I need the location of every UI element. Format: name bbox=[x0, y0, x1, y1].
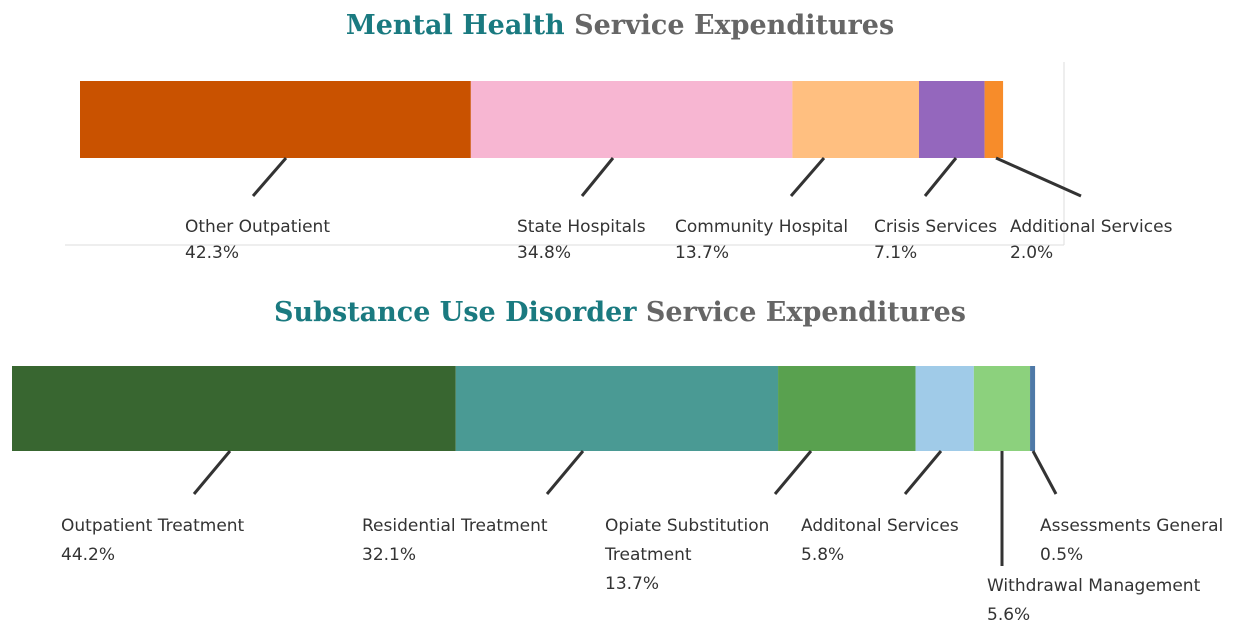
leader-line bbox=[251, 157, 288, 197]
leader-line bbox=[789, 157, 826, 197]
bar-segment bbox=[1030, 366, 1036, 451]
chart-title: Mental Health Service Expenditures bbox=[346, 10, 894, 41]
category-label: Additonal Services bbox=[801, 516, 959, 536]
value-label: 5.8% bbox=[801, 545, 844, 565]
title-part: Mental Health bbox=[346, 10, 565, 41]
value-label: 5.6% bbox=[987, 605, 1030, 625]
category-label: Opiate Substitution Treatment bbox=[604, 516, 769, 565]
label-line: Community Hospital bbox=[675, 217, 848, 237]
leader-line bbox=[1031, 450, 1058, 495]
bar-segment bbox=[973, 366, 1031, 451]
leader-line bbox=[773, 450, 813, 495]
leader-line bbox=[545, 450, 585, 495]
value-label: 0.5% bbox=[1040, 545, 1083, 565]
value-label: 7.1% bbox=[874, 243, 917, 263]
bar-segment bbox=[80, 81, 471, 158]
bar-segment bbox=[470, 81, 793, 158]
label-line: Additional Services bbox=[1010, 217, 1173, 237]
value-label: 2.0% bbox=[1010, 243, 1053, 263]
bar-segment bbox=[455, 366, 779, 451]
leader-line bbox=[923, 157, 958, 197]
value-label: 32.1% bbox=[362, 545, 416, 565]
category-label: State Hospitals bbox=[517, 217, 646, 237]
value-label: 13.7% bbox=[605, 574, 659, 594]
label-line: Withdrawal Management bbox=[987, 576, 1201, 596]
label-line: Residential Treatment bbox=[362, 516, 548, 536]
value-label: 42.3% bbox=[185, 243, 239, 263]
leader-line bbox=[580, 157, 615, 197]
category-label: Withdrawal Management bbox=[987, 576, 1201, 596]
label-line: Other Outpatient bbox=[185, 217, 330, 237]
category-label: Assessments General bbox=[1040, 516, 1223, 536]
category-label: Other Outpatient bbox=[185, 217, 330, 237]
bar-segment bbox=[778, 366, 916, 451]
label-line: Outpatient Treatment bbox=[61, 516, 245, 536]
label-line: Assessments General bbox=[1040, 516, 1223, 536]
bar-segment bbox=[915, 366, 974, 451]
value-label: 44.2% bbox=[61, 545, 115, 565]
category-label: Outpatient Treatment bbox=[61, 516, 245, 536]
value-label: 34.8% bbox=[517, 243, 571, 263]
title-part: Service Expenditures bbox=[565, 10, 894, 41]
label-line: Opiate Substitution bbox=[605, 516, 769, 536]
bar-segment bbox=[918, 81, 985, 158]
title-part: Substance Use Disorder bbox=[274, 297, 637, 328]
leader-line bbox=[192, 450, 232, 495]
category-label: Additional Services bbox=[1010, 217, 1173, 237]
label-line: Treatment bbox=[604, 545, 692, 565]
category-label: Community Hospital bbox=[675, 217, 848, 237]
chart-title: Substance Use Disorder Service Expenditu… bbox=[274, 297, 966, 328]
title-part: Service Expenditures bbox=[637, 297, 966, 328]
leader-line bbox=[995, 156, 1082, 198]
bar-segment bbox=[984, 81, 1004, 158]
bar-segment bbox=[12, 366, 456, 451]
label-line: State Hospitals bbox=[517, 217, 646, 237]
leader-line bbox=[903, 450, 943, 495]
label-line: Additonal Services bbox=[801, 516, 959, 536]
label-line: Crisis Services bbox=[874, 217, 997, 237]
category-label: Crisis Services bbox=[874, 217, 997, 237]
category-label: Residential Treatment bbox=[362, 516, 548, 536]
value-label: 13.7% bbox=[675, 243, 729, 263]
bar-segment bbox=[792, 81, 919, 158]
